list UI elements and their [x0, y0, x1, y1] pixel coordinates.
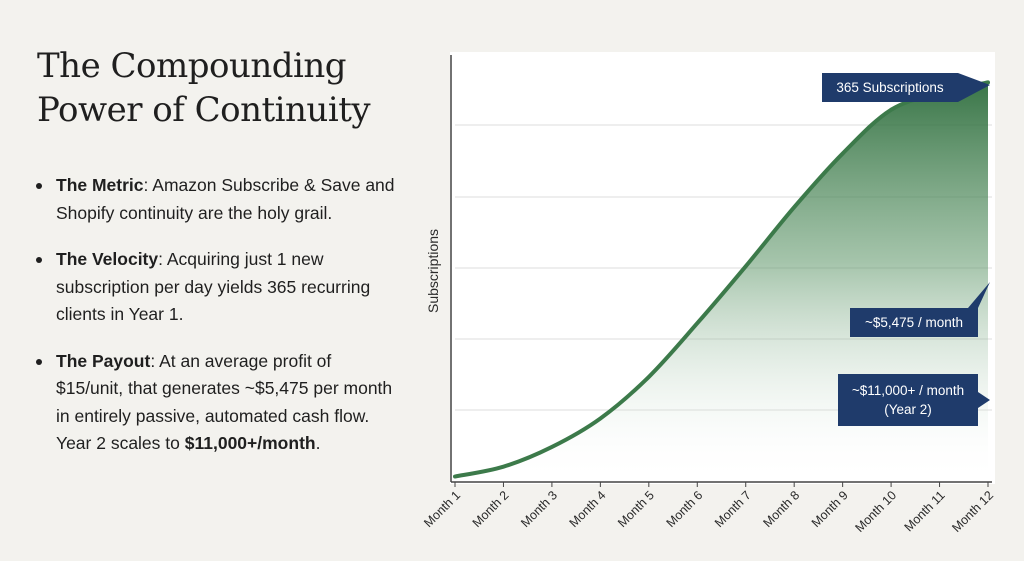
callout-box	[838, 374, 990, 426]
x-tick-label: Month 7	[712, 488, 754, 530]
data-point	[551, 446, 552, 447]
x-tick-label: Month 2	[470, 488, 512, 530]
callout-box	[822, 73, 990, 102]
x-tick-label: Month 1	[421, 488, 463, 530]
data-point	[648, 376, 649, 377]
callout-label: ~$5,475 / month	[865, 315, 963, 330]
x-tick-label: Month 6	[664, 488, 706, 530]
bullet-label: The Payout	[56, 350, 151, 371]
bullet-dot-icon	[36, 358, 42, 365]
callout-label: 365 Subscriptions	[836, 80, 944, 95]
bullet-text: : Acquiring just 1 new subscription per …	[56, 249, 371, 324]
callout-label: (Year 2)	[884, 402, 932, 417]
bullet-velocity: The Velocity: Acquiring just 1 new subsc…	[36, 246, 396, 329]
x-tick-label: Month 10	[852, 488, 899, 535]
bullet-label: The Metric	[56, 175, 144, 195]
bullet-metric: The Metric: Amazon Subscribe & Save and …	[36, 172, 396, 227]
x-tick-label: Month 11	[902, 488, 948, 534]
title-line-2: Power of Continuity	[37, 90, 371, 130]
bullet-payout: The Payout: At an average profit of $15/…	[36, 348, 396, 458]
bullet-dot-icon	[36, 257, 42, 263]
data-point	[891, 109, 892, 110]
bullet-highlight: $11,000+/month	[184, 433, 316, 453]
data-point	[697, 323, 698, 324]
x-tick-label: Month 8	[760, 488, 802, 530]
data-point	[988, 82, 989, 83]
bullet-text: : At an average profit of $15/unit, that…	[56, 350, 393, 454]
x-tick-label: Month 9	[809, 488, 851, 530]
title-line-1: The Compounding	[37, 46, 347, 86]
data-point	[600, 418, 601, 419]
callout-label: ~$11,000+ / month	[852, 383, 964, 398]
bullet-dot-icon	[36, 183, 42, 189]
series-line	[453, 80, 990, 479]
bullet-label: The Velocity	[56, 249, 159, 269]
data-point	[745, 266, 746, 267]
bullet-list: The Metric: Amazon Subscribe & Save and …	[36, 172, 396, 477]
bullet-text: : Amazon Subscribe & Save and Shopify co…	[56, 175, 395, 223]
x-tick-label: Month 12	[949, 488, 996, 535]
bullet-text-end: .	[315, 433, 321, 453]
x-tick-label: Month 3	[518, 488, 560, 530]
slide-title: The Compounding Power of Continuity	[37, 44, 417, 132]
data-point	[503, 466, 504, 467]
data-point	[842, 153, 843, 154]
callout-box	[850, 282, 990, 337]
x-tick-label: Month 5	[615, 488, 657, 530]
data-point	[455, 476, 456, 477]
x-tick-label: Month 4	[567, 488, 609, 530]
data-point	[794, 207, 795, 208]
